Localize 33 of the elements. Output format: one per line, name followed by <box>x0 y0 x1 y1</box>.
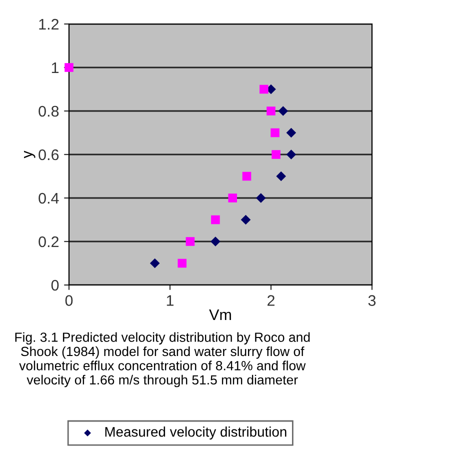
point <box>240 214 251 225</box>
point <box>256 193 266 203</box>
x-tick-label: 3 <box>368 295 376 306</box>
y-tick-label: 0 <box>51 280 59 291</box>
legend-label: Measured velocity distribution <box>105 426 286 440</box>
y-tick-label: 0.6 <box>38 149 59 160</box>
y-tick-label: 0.8 <box>38 106 59 117</box>
point <box>278 106 288 116</box>
x-tick-label: 2 <box>268 295 274 306</box>
point <box>270 128 280 138</box>
caption: Fig. 3.1 Predicted velocity distribution by Roco and Shook (1984) model for sand water slurry flow of volumetric efflux concentration of 8.41% and flow velocity of 1.66 m/s through 51.5 mm diameter <box>15 332 310 388</box>
point <box>150 258 160 268</box>
point <box>242 172 252 181</box>
point <box>286 150 296 160</box>
x-tick-label: 1 <box>166 295 174 306</box>
x-axis-title: Vm <box>209 310 231 320</box>
point <box>266 106 276 116</box>
point <box>186 237 195 246</box>
y-tick-label: 1.2 <box>39 18 59 30</box>
y-axis-title: y <box>24 150 36 158</box>
point <box>276 171 286 182</box>
y-tick-label: 1 <box>52 62 59 74</box>
x-tick-label: 0 <box>65 295 73 306</box>
point <box>64 63 74 72</box>
point <box>178 258 187 268</box>
point <box>210 236 220 246</box>
point <box>260 84 268 94</box>
y-tick-label: 0.2 <box>38 236 59 248</box>
point <box>211 215 220 224</box>
point <box>272 150 280 159</box>
point <box>286 128 296 138</box>
point <box>228 194 238 202</box>
y-tick-label: 0.4 <box>38 192 59 204</box>
